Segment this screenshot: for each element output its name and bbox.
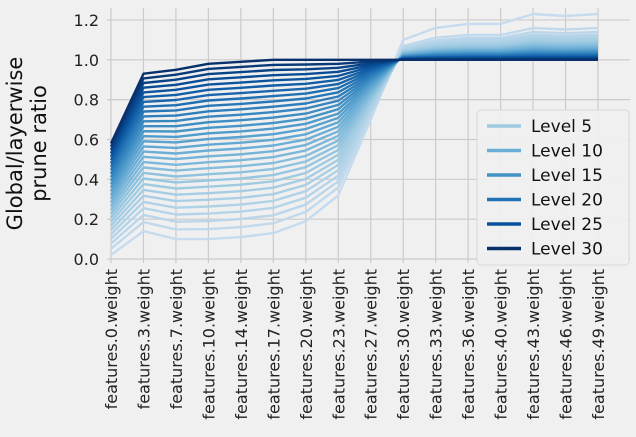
- x-tick-label: features.17.weight: [264, 269, 283, 420]
- series-line: [110, 40, 599, 223]
- x-tick-label: features.49.weight: [589, 269, 608, 420]
- series-line: [110, 12, 599, 256]
- legend-label: Level 5: [531, 117, 592, 137]
- series-line: [110, 37, 599, 231]
- x-tick-label: features.10.weight: [199, 269, 218, 420]
- series-line: [109, 58, 598, 145]
- series-group: [109, 12, 599, 256]
- series-line: [110, 39, 599, 227]
- x-tick-label: features.40.weight: [492, 269, 511, 420]
- x-tick-label: features.30.weight: [394, 269, 413, 420]
- y-tick-label: 1.0: [74, 51, 99, 70]
- series-line: [110, 35, 599, 236]
- y-tick-label: 0.8: [74, 91, 99, 110]
- x-tick-label: features.43.weight: [524, 269, 543, 420]
- series-line: [110, 30, 599, 245]
- x-tick-label: features.7.weight: [167, 269, 186, 409]
- y-tick-label: 0.0: [74, 250, 99, 269]
- series-line: [110, 33, 599, 240]
- x-tick-label: features.33.weight: [427, 269, 446, 420]
- legend-label: Level 25: [531, 215, 603, 235]
- y-tick-label: 0.2: [74, 210, 99, 229]
- legend-label: Level 15: [531, 166, 603, 186]
- x-tick-label: features.46.weight: [557, 269, 576, 420]
- y-tick-label: 0.6: [74, 130, 99, 149]
- series-line: [110, 26, 599, 250]
- x-tick-label: features.23.weight: [329, 269, 348, 420]
- x-tick-label: features.14.weight: [232, 269, 251, 420]
- x-tick-label: features.36.weight: [459, 269, 478, 420]
- legend-label: Level 30: [531, 240, 603, 260]
- y-tick-label: 1.2: [74, 11, 99, 30]
- y-axis-title: Global/layerwise: [3, 57, 27, 231]
- x-tick-label: features.27.weight: [362, 269, 381, 420]
- legend-label: Level 20: [531, 191, 603, 211]
- legend-label: Level 10: [531, 142, 603, 162]
- y-tick-label: 0.4: [74, 170, 99, 189]
- x-tick-label: features.0.weight: [102, 269, 121, 409]
- y-axis-title: prune ratio: [27, 85, 51, 202]
- x-tick-label: features.3.weight: [134, 269, 153, 409]
- x-tick-label: features.20.weight: [297, 269, 316, 420]
